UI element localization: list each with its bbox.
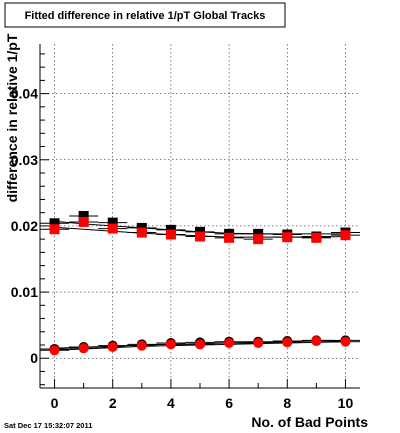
y-tick-label: 0.02 [11, 218, 38, 234]
axes: 0 2 4 6 8 10 0 0.01 0.02 0.03 0.04 [11, 44, 360, 411]
x-tick-label: 2 [109, 395, 117, 411]
data-point-circle [282, 337, 293, 348]
y-axis-title: difference in relative 1/pT [4, 33, 20, 202]
grid [40, 44, 360, 388]
title-box [4, 2, 286, 28]
data-point-circle [224, 338, 235, 349]
data-point-square [165, 229, 176, 240]
data-point-square [107, 217, 118, 228]
data-markers [49, 211, 351, 356]
x-tick-label: 4 [167, 395, 175, 411]
data-point-square [78, 216, 89, 227]
data-point-square [253, 228, 264, 239]
data-point-circle [340, 336, 351, 347]
data-point-square [311, 232, 322, 243]
x-axis-title: No. of Bad Points [251, 414, 368, 430]
y-tick-label: 0.01 [11, 284, 38, 300]
x-tick-label: 6 [225, 395, 233, 411]
data-point-square [282, 232, 293, 243]
timestamp: Sat Dec 17 15:32:07 2011 [4, 421, 92, 430]
data-point-square [224, 232, 235, 243]
x-tick-label: 0 [51, 395, 59, 411]
data-point-circle [311, 336, 322, 347]
data-point-circle [165, 339, 176, 350]
data-point-square [107, 223, 118, 234]
data-point-square [78, 211, 89, 221]
data-point-circle [253, 338, 264, 349]
y-tick-label: 0.04 [11, 86, 38, 102]
x-tick-label: 10 [338, 395, 354, 411]
x-tick-label: 8 [283, 395, 291, 411]
chart-title: Fitted difference in relative 1/pT Globa… [25, 10, 266, 22]
data-point-circle [195, 339, 205, 350]
data-point-circle [107, 341, 118, 352]
data-point-square [49, 224, 60, 235]
data-point-square [49, 218, 60, 229]
data-point-square [195, 231, 205, 242]
data-point-circle [136, 340, 147, 351]
data-point-square [340, 230, 351, 241]
data-point-circle [78, 343, 89, 354]
data-point-circle [49, 345, 60, 356]
data-point-square [136, 227, 147, 238]
y-tick-label: 0 [30, 350, 38, 366]
data-point-square [253, 234, 264, 245]
y-tick-label: 0.03 [11, 152, 38, 168]
error-bars [40, 215, 360, 351]
